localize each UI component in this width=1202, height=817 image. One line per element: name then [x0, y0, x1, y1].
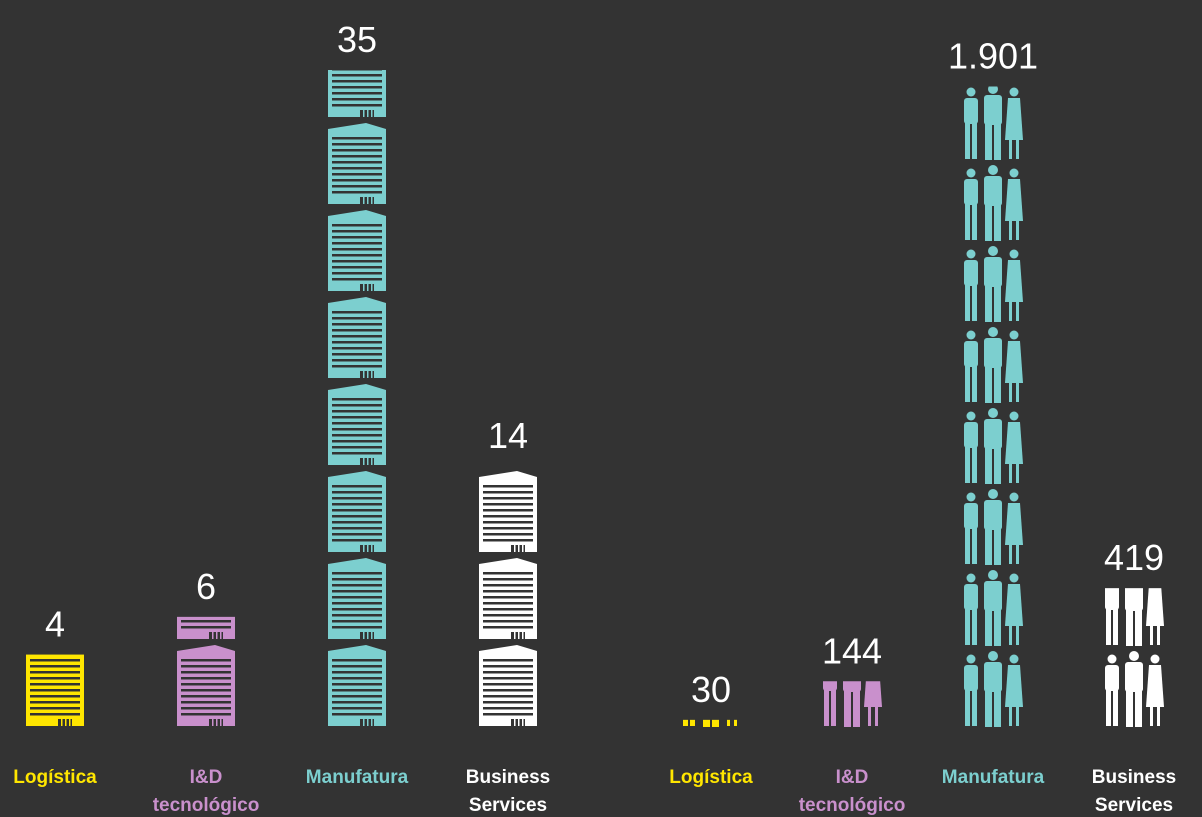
value-label: 14 — [488, 415, 528, 456]
category-label: Manufatura — [305, 767, 409, 788]
category-label: I&D tecnológico — [152, 767, 260, 816]
pictogram-bar — [963, 86, 1023, 730]
value-label: 35 — [337, 19, 377, 60]
value-label: 1.901 — [948, 36, 1038, 77]
value-label: 30 — [691, 669, 731, 710]
pictogram-bar — [24, 654, 86, 730]
pictogram-bar — [326, 70, 388, 730]
value-label: 4 — [45, 604, 65, 645]
pictogram-bar — [822, 681, 882, 730]
category-label: Manufatura — [941, 767, 1045, 788]
value-label: 419 — [1104, 537, 1164, 578]
value-label: 6 — [196, 566, 216, 607]
pictogram-bar — [175, 616, 237, 730]
pictogram-bar — [477, 466, 539, 730]
category-label: Business Services — [465, 767, 551, 816]
pictogram-bar — [1104, 588, 1164, 730]
category-label: I&D tecnológico — [798, 767, 906, 816]
category-label: Logística — [669, 767, 753, 788]
value-label: 144 — [822, 630, 882, 671]
category-label: Logística — [13, 767, 97, 788]
category-label: Business Services — [1091, 767, 1177, 816]
pictogram-bar — [681, 719, 741, 730]
